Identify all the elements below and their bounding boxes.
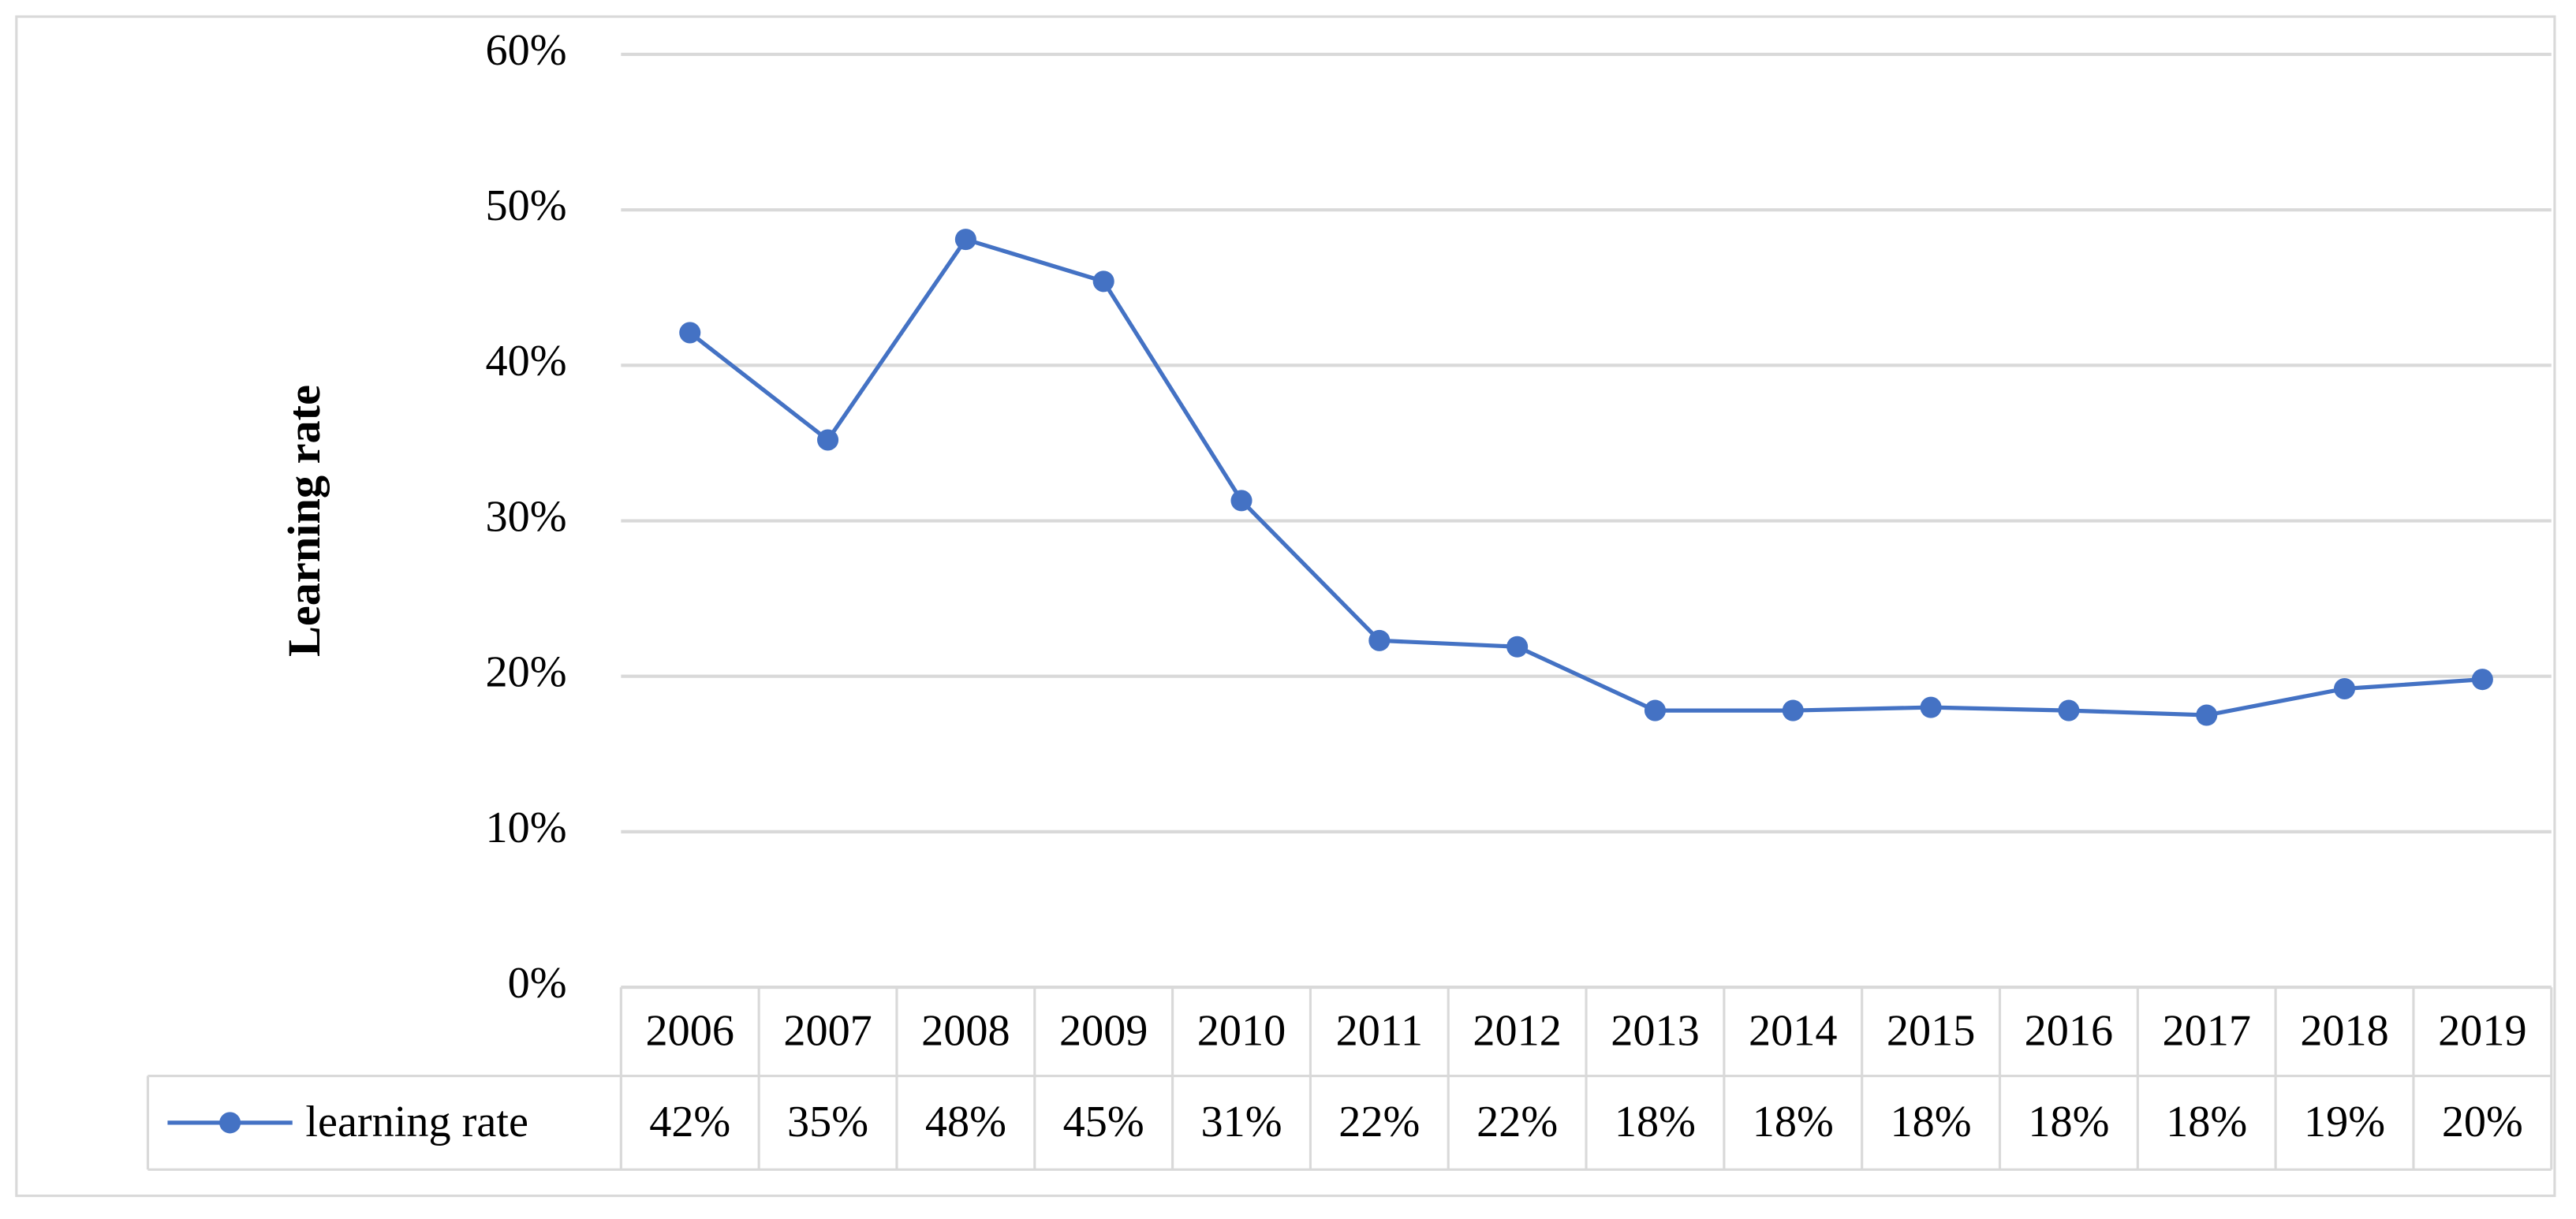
data-point <box>1368 629 1391 651</box>
y-tick-label: 40% <box>486 337 567 386</box>
x-tick-label: 2019 <box>2438 1006 2526 1055</box>
data-point <box>1644 699 1666 721</box>
data-point <box>2471 669 2493 691</box>
x-tick-label: 2009 <box>1059 1006 1148 1055</box>
y-tick-label: 20% <box>486 648 567 697</box>
data-point <box>2058 699 2080 721</box>
data-label: 48% <box>925 1098 1006 1146</box>
y-tick-label: 30% <box>486 492 567 541</box>
data-label: 22% <box>1338 1098 1420 1146</box>
data-label: 20% <box>2442 1098 2523 1146</box>
legend-label: learning rate <box>305 1098 528 1146</box>
data-point <box>679 322 701 344</box>
x-tick-label: 2013 <box>1611 1006 1699 1055</box>
y-tick-label: 50% <box>486 181 567 230</box>
data-point <box>1782 699 1804 721</box>
data-label: 45% <box>1063 1098 1144 1146</box>
data-label: 18% <box>1753 1098 1834 1146</box>
data-label: 18% <box>2166 1098 2247 1146</box>
data-label: 18% <box>2028 1098 2109 1146</box>
y-tick-label: 60% <box>486 26 567 75</box>
data-label: 19% <box>2304 1098 2385 1146</box>
x-tick-label: 2008 <box>921 1006 1010 1055</box>
data-label: 31% <box>1200 1098 1282 1146</box>
chart-border <box>15 15 2556 1198</box>
x-tick-label: 2018 <box>2300 1006 2388 1055</box>
data-line <box>689 237 2483 718</box>
data-point <box>1920 696 1942 718</box>
x-tick-label: 2011 <box>1336 1006 1423 1055</box>
x-tick-label: 2012 <box>1473 1006 1561 1055</box>
y-axis-title: Learning rate <box>278 385 330 657</box>
data-label: 22% <box>1477 1098 1558 1146</box>
x-tick-label: 2014 <box>1749 1006 1837 1055</box>
data-point <box>2196 704 2218 726</box>
data-point <box>1506 636 1529 658</box>
data-label: 42% <box>649 1098 730 1146</box>
data-point <box>2333 677 2356 700</box>
data-point <box>1230 490 1253 512</box>
x-tick-label: 2010 <box>1197 1006 1286 1055</box>
data-label: 35% <box>787 1098 868 1146</box>
data-point <box>817 429 839 451</box>
x-tick-label: 2007 <box>783 1006 872 1055</box>
x-tick-label: 2006 <box>646 1006 734 1055</box>
y-tick-label: 10% <box>486 803 567 852</box>
x-tick-label: 2016 <box>2025 1006 2113 1055</box>
legend-marker <box>219 1112 241 1134</box>
data-point <box>1092 270 1114 293</box>
x-tick-label: 2017 <box>2162 1006 2250 1055</box>
y-tick-label: 0% <box>508 959 567 1008</box>
data-point <box>954 229 976 251</box>
x-tick-label: 2015 <box>1887 1006 1975 1055</box>
data-label: 18% <box>1891 1098 1972 1146</box>
data-label: 18% <box>1615 1098 1696 1146</box>
